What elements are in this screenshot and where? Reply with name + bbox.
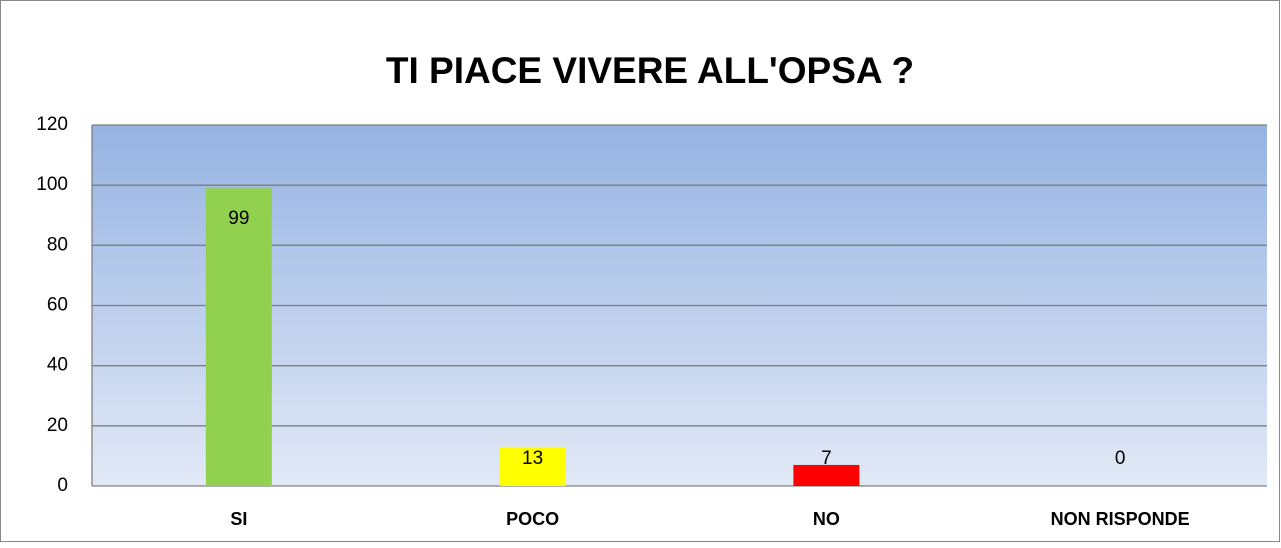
data-label: 0 bbox=[1115, 448, 1126, 469]
y-tick-label: 100 bbox=[36, 174, 68, 195]
bar bbox=[793, 464, 860, 486]
x-tick-label: POCO bbox=[506, 509, 559, 529]
data-label: 99 bbox=[228, 208, 249, 229]
data-label: 13 bbox=[522, 448, 543, 469]
y-tick-label: 80 bbox=[47, 234, 68, 255]
y-tick-label: 0 bbox=[57, 475, 68, 496]
bar bbox=[205, 188, 272, 487]
chart-title: TI PIACE VIVERE ALL'OPSA ? bbox=[386, 50, 914, 91]
x-tick-label: NO bbox=[813, 509, 840, 529]
y-tick-label: 60 bbox=[47, 295, 68, 316]
y-tick-label: 40 bbox=[47, 355, 68, 376]
y-tick-label: 20 bbox=[47, 415, 68, 436]
x-tick-label: SI bbox=[230, 509, 247, 529]
y-tick-label: 120 bbox=[36, 114, 68, 135]
x-tick-label: NON RISPONDE bbox=[1051, 509, 1190, 529]
bar bbox=[499, 446, 566, 486]
data-label: 7 bbox=[821, 448, 832, 469]
